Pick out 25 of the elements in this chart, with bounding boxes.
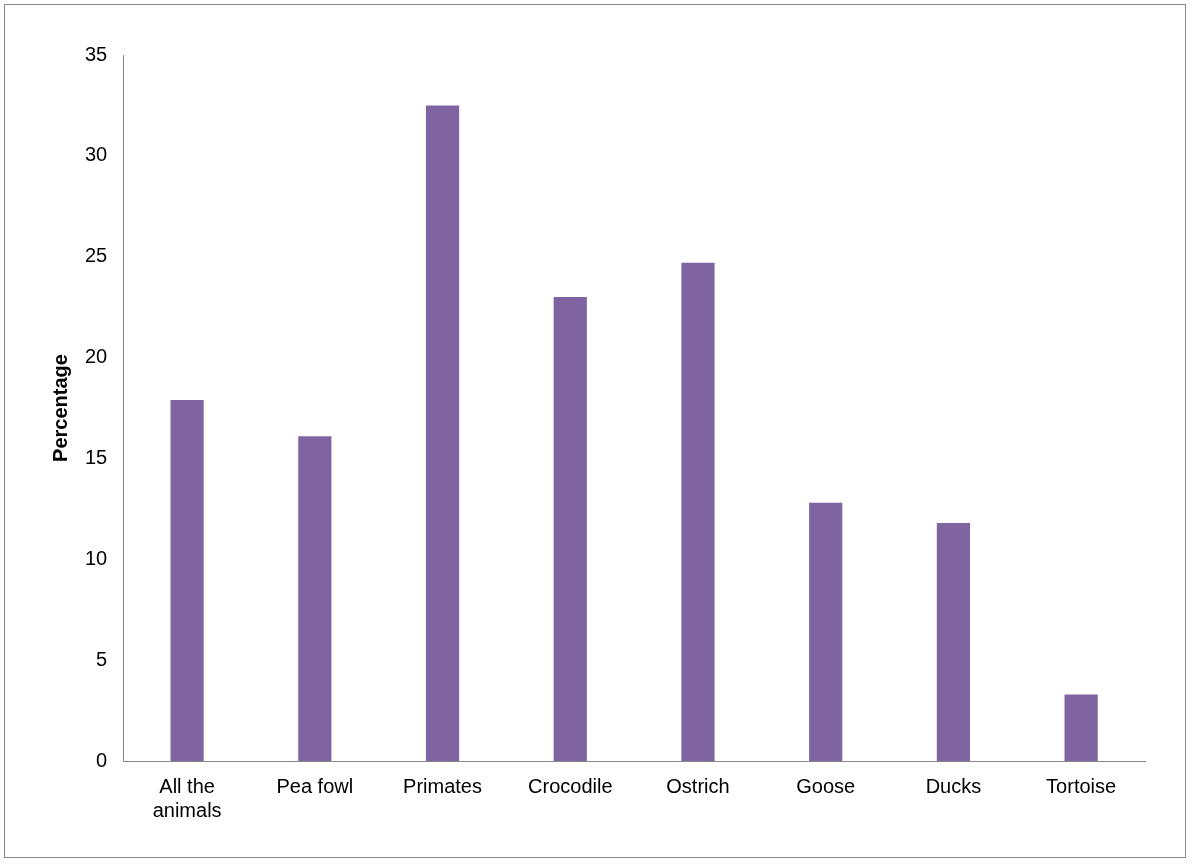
bar <box>425 105 460 761</box>
bar <box>809 502 843 761</box>
x-tick-label: Goose <box>796 774 856 797</box>
x-tick-label: Tortoise <box>1046 774 1117 797</box>
y-tick-label: 10 <box>85 546 108 569</box>
x-tick-label: Pea fowl <box>276 774 354 797</box>
y-tick-label: 25 <box>85 244 108 267</box>
x-tick-label: Ducks <box>925 774 982 797</box>
bar <box>170 399 204 761</box>
x-tick-label: All the animals <box>152 774 222 821</box>
y-tick-label: 0 <box>96 748 108 771</box>
y-tick-label: 35 <box>85 42 108 65</box>
y-tick-label: 30 <box>85 143 108 166</box>
x-tick-label: Crocodile <box>528 774 613 797</box>
y-axis-title: Percentage <box>48 354 71 462</box>
bar <box>681 262 715 761</box>
bar <box>553 297 587 761</box>
x-tick-label: Ostrich <box>666 774 730 797</box>
x-tick-label: Primates <box>403 774 482 797</box>
y-tick-label: 15 <box>85 445 108 468</box>
y-tick-label: 5 <box>96 647 108 670</box>
bar <box>298 436 332 761</box>
bar <box>936 522 971 761</box>
bar <box>1064 694 1098 761</box>
y-tick-label: 20 <box>85 345 108 368</box>
